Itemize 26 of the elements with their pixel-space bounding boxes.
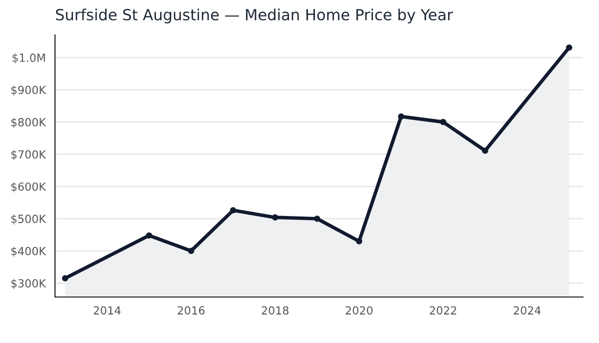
point xyxy=(356,238,362,244)
y-tick-label: $300K xyxy=(11,278,46,289)
x-tick-label: 2016 xyxy=(178,306,205,315)
y-tick-label: $600K xyxy=(11,182,46,192)
x-tick-label: 2022 xyxy=(430,306,456,315)
y-tick-label: $1.0M xyxy=(12,53,45,64)
point xyxy=(398,113,404,120)
y-tick-label: $400K xyxy=(11,246,46,257)
point xyxy=(230,207,236,214)
point xyxy=(566,44,572,51)
point xyxy=(62,275,68,282)
point xyxy=(482,148,488,154)
y-tick-label: $500K xyxy=(11,214,46,225)
y-tick-label: $900K xyxy=(11,86,46,96)
point xyxy=(146,232,152,239)
y-tick-label: $700K xyxy=(11,150,46,160)
point xyxy=(440,118,446,126)
x-tick-label: 2020 xyxy=(346,306,373,315)
x-tick-label: 2018 xyxy=(262,306,288,315)
point xyxy=(314,216,320,222)
y-tick-label: $800K xyxy=(11,118,46,128)
chart-title: Surfside St Augustine — Median Home Price by Year xyxy=(56,8,453,24)
point xyxy=(188,248,194,254)
x-tick-label: 2024 xyxy=(514,306,541,315)
point xyxy=(272,214,278,221)
x-tick-label: 2014 xyxy=(94,306,121,315)
